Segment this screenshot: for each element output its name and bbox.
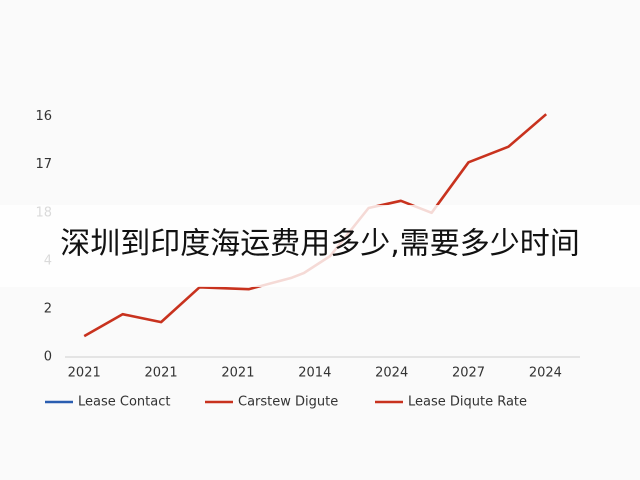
y-tick-label: 0 [44, 350, 52, 365]
x-tick-label: 2014 [298, 366, 331, 381]
x-tick-label: 2024 [375, 366, 408, 381]
y-tick-label: 2 [44, 301, 52, 316]
legend-label: Carstew Digute [238, 395, 338, 410]
x-tick-label: 2021 [221, 366, 254, 381]
banner-title: 深圳到印度海运费用多少,需要多少时间 [60, 227, 580, 262]
legend-label: Lease Diqute Rate [408, 395, 527, 410]
legend-label: Lease Contact [78, 395, 170, 410]
banner-band [0, 205, 640, 287]
x-tick-label: 2021 [68, 366, 101, 381]
y-tick-label: 16 [35, 109, 52, 124]
x-tick-label: 2024 [529, 366, 562, 381]
x-tick-label: 2027 [452, 366, 485, 381]
x-tick-label: 2021 [145, 366, 178, 381]
y-tick-label: 17 [35, 157, 52, 172]
